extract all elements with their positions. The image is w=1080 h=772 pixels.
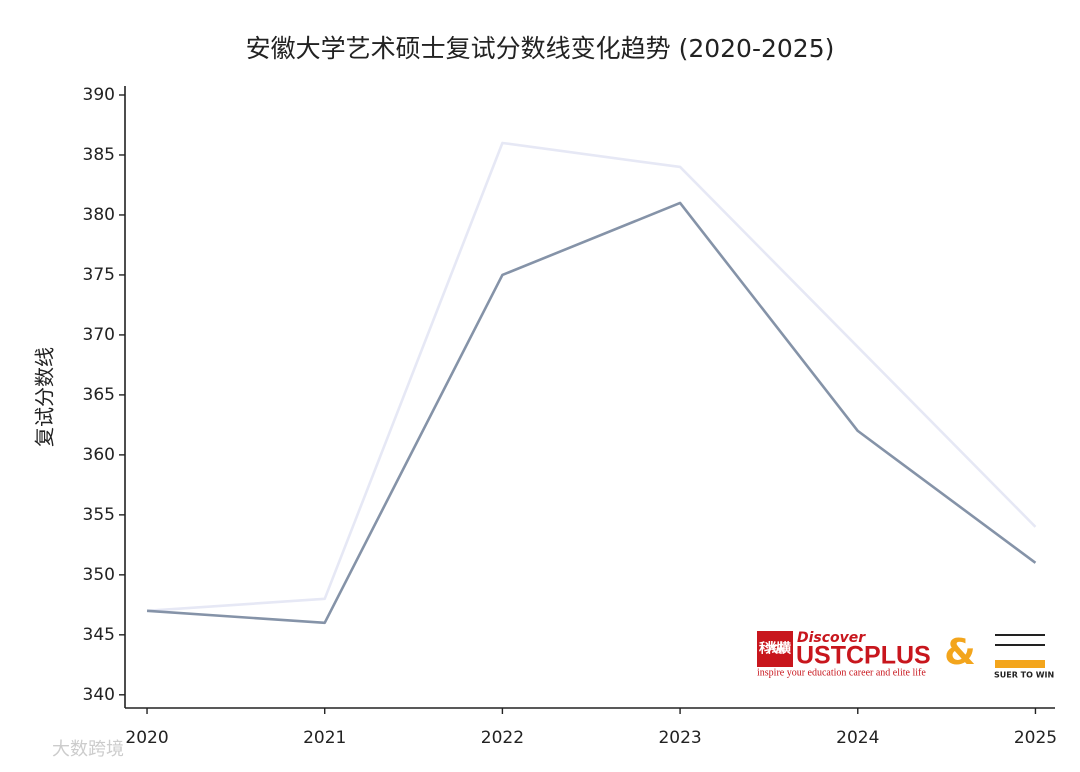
brand: USTCPLUS [796,642,931,670]
y-tick-label: 355 [83,505,115,525]
y-tick-label: 380 [83,205,115,225]
y-tick-label: 350 [83,565,115,585]
y-tick-label: 365 [83,385,115,405]
tagline: inspire your education career and elite … [757,667,926,678]
y-axis-label: 复试分数线 [33,347,57,447]
watermark: 大数跨境 [52,739,124,760]
partner-bar [995,660,1045,668]
line [146,201,1037,625]
cn-logo: 科大纵横 [759,641,792,657]
y-tick-label: 390 [83,85,115,105]
x-tick-label: 2020 [125,728,168,748]
x-tick-label: 2023 [658,728,701,748]
y-tick-label: 370 [83,325,115,345]
y-tick-label: 375 [83,265,115,285]
amp: & [944,632,975,673]
line [146,141,1037,613]
y-tick-label: 345 [83,625,115,645]
chart-title: 安徽大学艺术硕士复试分数线变化趋势 (2020-2025) [246,34,835,63]
partner: SUER TO WIN [994,671,1054,680]
y-tick-label: 340 [83,685,115,705]
discover: Discover [797,630,866,646]
x-tick-label: 2024 [836,728,879,748]
y-tick-label: 360 [83,445,115,465]
branding: 科大纵横 Discover USTCPLUS inspire your educ… [52,630,1054,760]
logo-box [757,631,793,667]
y-tick-label: 385 [83,145,115,165]
x-tick-label: 2021 [303,728,346,748]
x-tick-label: 2022 [481,728,524,748]
x-tick-label: 2025 [1014,728,1057,748]
